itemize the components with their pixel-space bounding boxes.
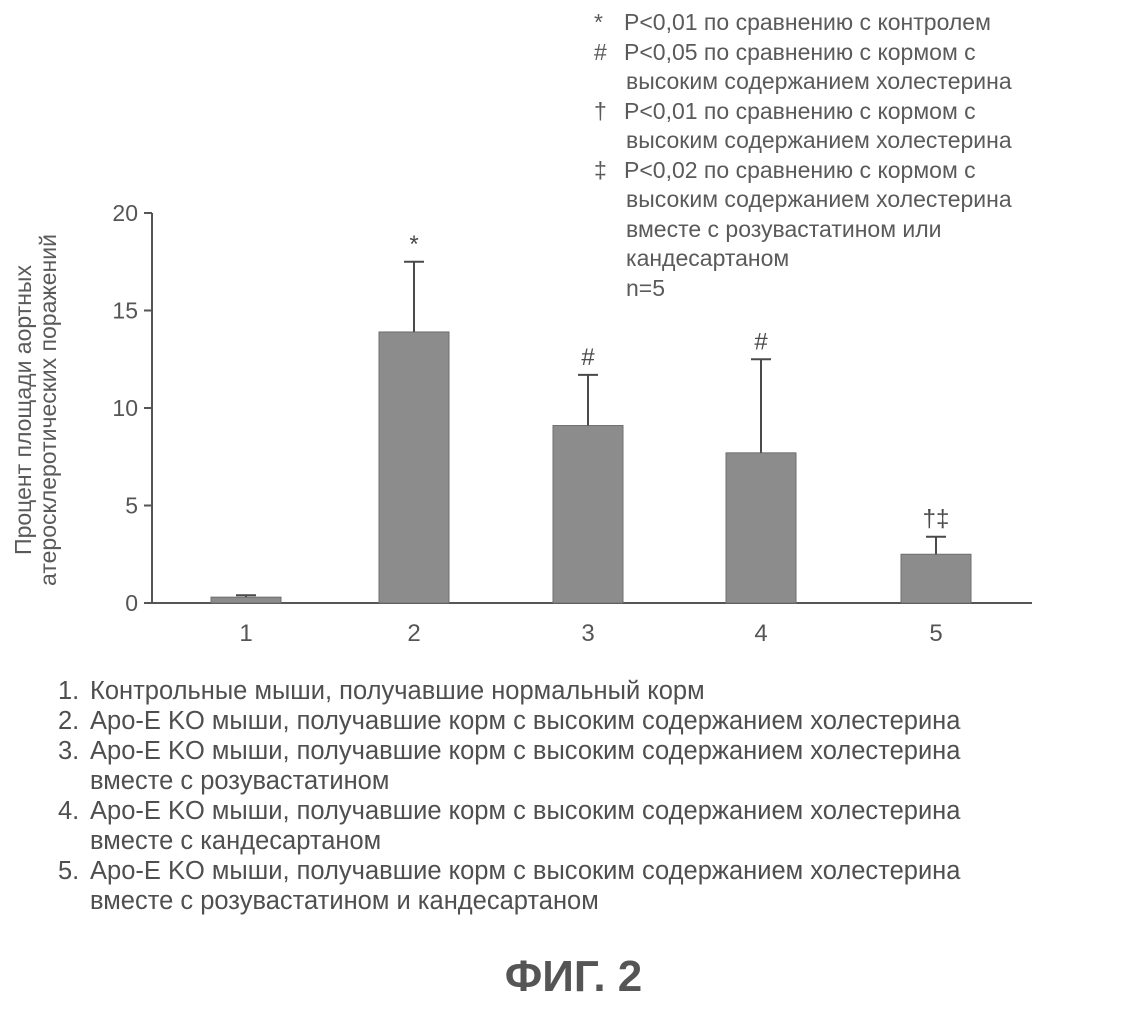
legend-text: P<0,01 по сравнению с контролем (624, 9, 991, 35)
significance-mark: * (409, 231, 418, 258)
group-item-3: 3. Apo-E KO мыши, получавшие корм с высо… (58, 736, 1143, 796)
legend-line: высоким содержанием холестерина (594, 67, 1134, 97)
group-description: Apo-E KO мыши, получавшие корм с высоким… (90, 737, 961, 765)
bar (210, 596, 282, 604)
legend-symbol: # (594, 38, 607, 65)
group-item-4: 4. Apo-E KO мыши, получавшие корм с высо… (58, 796, 1143, 856)
group-description-cont: вместе с кандесартаном (90, 827, 382, 855)
x-tick-label: 4 (754, 620, 767, 647)
sample-size: n=5 (626, 274, 666, 301)
legend-symbol: † (594, 97, 607, 124)
bar-chart: Процент площади аортныхатеросклеротическ… (10, 200, 1032, 647)
significance-mark: # (581, 344, 595, 371)
x-tick-label: 5 (929, 620, 942, 647)
y-axis-label: Процент площади аортныхатеросклеротическ… (10, 234, 61, 586)
y-tick-label: 10 (112, 395, 138, 421)
group-item-5: 5. Apo-E KO мыши, получавшие корм с высо… (58, 856, 1143, 916)
legend-text: высоким содержанием холестерина (626, 68, 1012, 94)
bar (725, 452, 797, 604)
group-description: Apo-E KO мыши, получавшие корм с высоким… (90, 797, 961, 825)
legend-text: высоким содержанием холестерина (626, 127, 1012, 153)
legend-line: кандесартаном (594, 244, 1134, 274)
group-description: Apo-E KO мыши, получавшие корм с высоким… (90, 707, 961, 735)
y-tick-label: 20 (112, 200, 138, 226)
figure-title: ФИГ. 2 (504, 952, 643, 1001)
legend-line: ‡ P<0,02 по сравнению с кормом с (594, 156, 1134, 186)
legend-symbol: * (594, 9, 603, 35)
legend-text: P<0,02 по сравнению с кормом с (624, 156, 976, 183)
significance-mark: # (754, 328, 768, 355)
legend-line: † P<0,01 по сравнению с кормом с (594, 97, 1134, 127)
y-tick-label: 15 (112, 298, 138, 324)
x-tick-label: 3 (581, 620, 594, 647)
significance-mark: †‡ (923, 506, 950, 533)
bar (900, 553, 972, 604)
group-description: Apo-E KO мыши, получавшие корм с высоким… (90, 857, 961, 885)
legend-text: P<0,01 по сравнению с кормом с (624, 97, 976, 124)
legend-line: высоким содержанием холестерина (594, 185, 1134, 215)
group-number: 3. (58, 737, 80, 765)
bar (378, 331, 450, 604)
y-axis-label-line-1: Процент площади аортных (10, 265, 36, 555)
group-number: 1. (58, 677, 80, 705)
group-description-list: 1. Контрольные мыши, получавшие нормальн… (58, 676, 1143, 916)
x-tick-label: 2 (407, 620, 420, 647)
y-axis-label-line-2: атеросклеротических поражений (35, 234, 61, 586)
group-number: 4. (58, 797, 80, 825)
y-tick-label: 0 (125, 590, 138, 616)
legend-text: вместе с розувастатином или (626, 215, 942, 242)
legend-line: вместе с розувастатином или (594, 215, 1134, 245)
legend-symbol: ‡ (594, 156, 607, 183)
legend-line: высоким содержанием холестерина (594, 126, 1134, 156)
group-description-cont: вместе с розувастатином (90, 767, 390, 795)
x-tick-label: 1 (239, 620, 252, 647)
legend-line: # P<0,05 по сравнению с кормом с (594, 38, 1134, 68)
legend-line: * P<0,01 по сравнению с контролем (594, 8, 1134, 38)
group-item-1: 1. Контрольные мыши, получавшие нормальн… (58, 676, 1143, 706)
group-item-2: 2. Apo-E KO мыши, получавшие корм с высо… (58, 706, 1143, 736)
legend-text: P<0,05 по сравнению с кормом с (624, 38, 976, 65)
group-description-cont: вместе с розувастатином и кандесартаном (90, 887, 599, 915)
group-number: 2. (58, 707, 80, 735)
y-tick-label: 5 (125, 493, 138, 519)
group-number: 5. (58, 857, 80, 885)
legend-text: кандесартаном (626, 245, 790, 271)
group-description: Контрольные мыши, получавшие нормальный … (90, 677, 705, 705)
significance-legend: * P<0,01 по сравнению с контролем # P<0,05… (594, 8, 1134, 303)
legend-text: высоким содержанием холестерина (626, 186, 1012, 212)
bar (552, 425, 624, 604)
